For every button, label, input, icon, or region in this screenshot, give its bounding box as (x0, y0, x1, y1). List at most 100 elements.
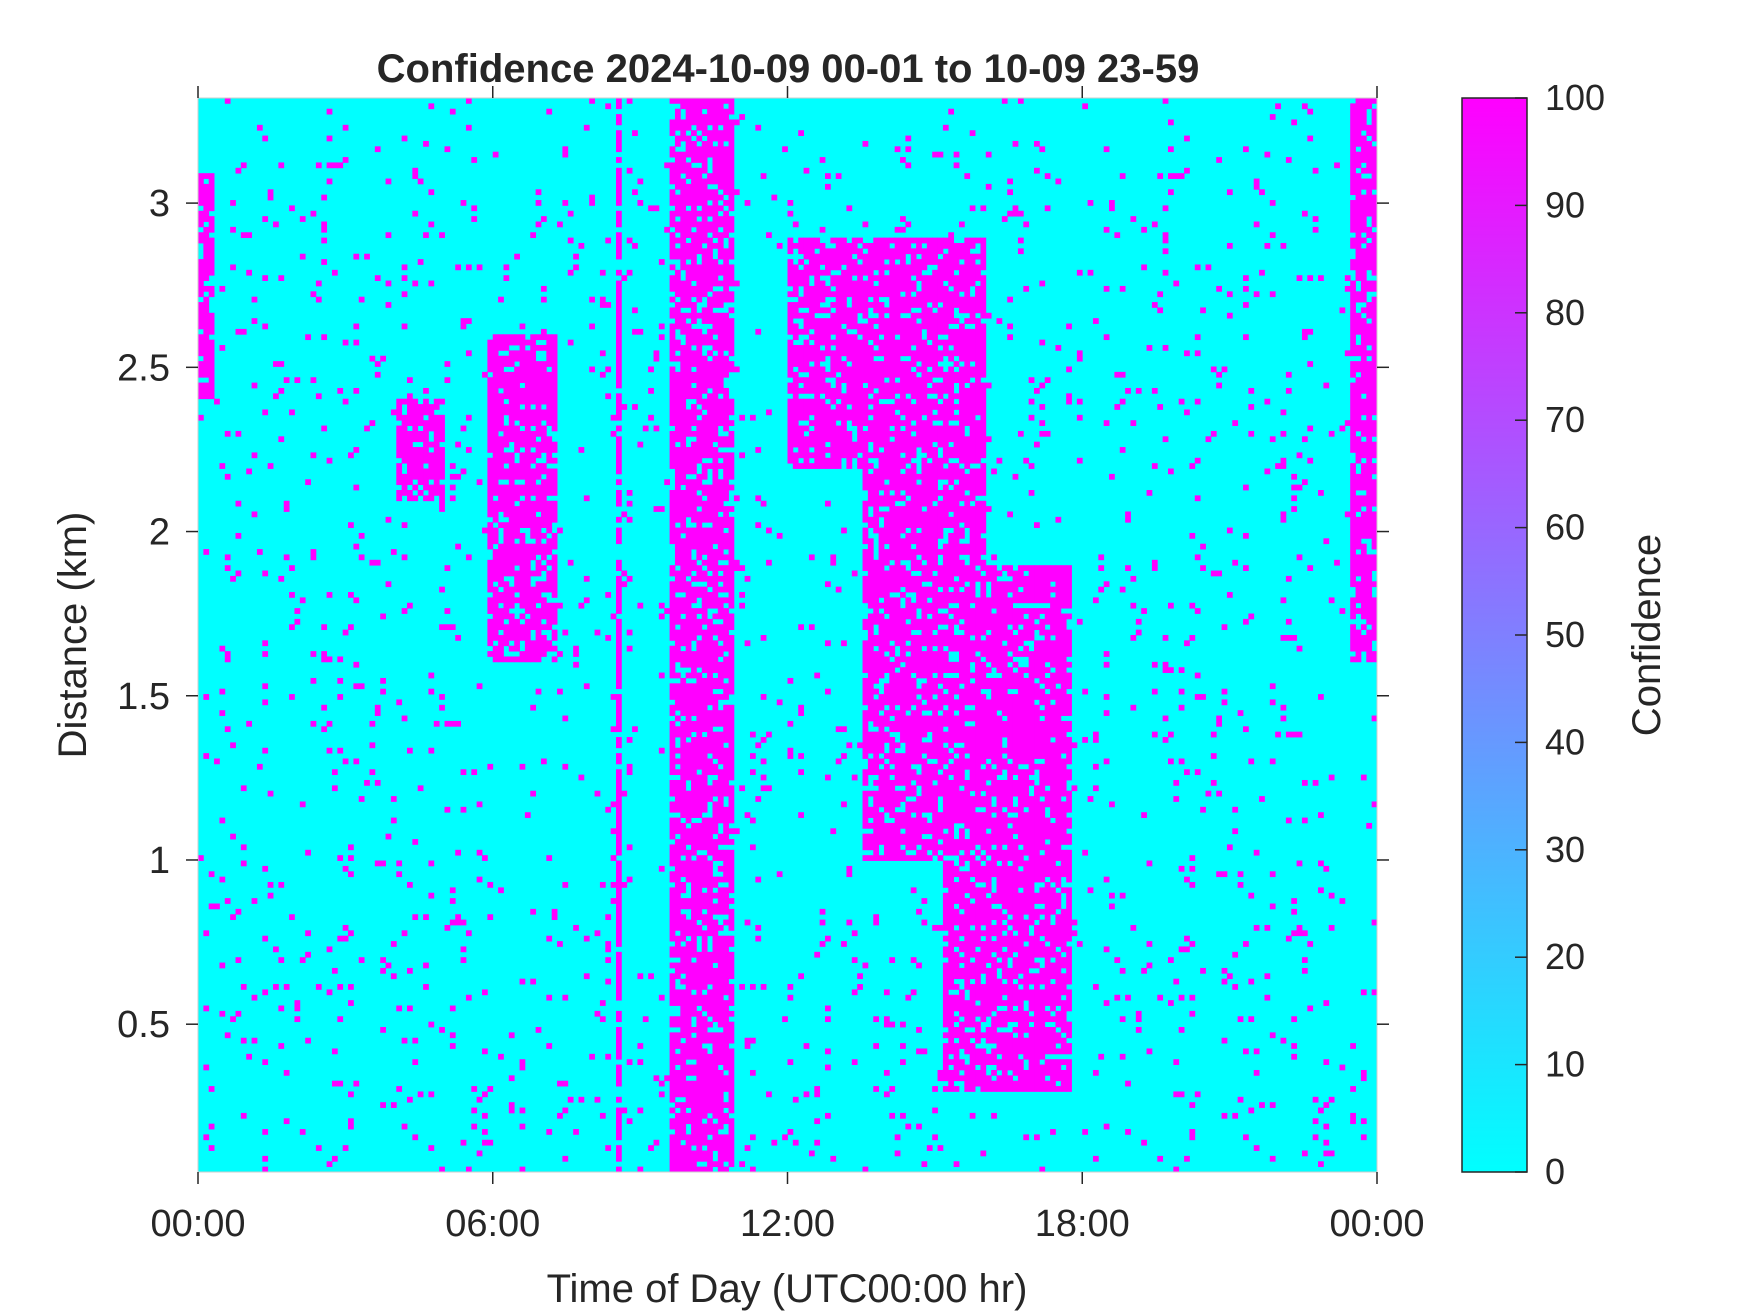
heatmap-cell (1360, 318, 1367, 394)
heatmap-cell (235, 570, 242, 577)
heatmap-cell (557, 527, 563, 534)
heatmap-cell (749, 844, 756, 851)
heatmap-cell (717, 1069, 724, 1130)
heatmap-cell (262, 1059, 269, 1065)
heatmap-cell (862, 677, 869, 706)
heatmap-cell (348, 624, 354, 631)
heatmap-cell (610, 882, 617, 888)
heatmap-cell (283, 377, 290, 384)
heatmap-cell (851, 259, 858, 276)
heatmap-cell (728, 1010, 735, 1017)
heatmap-cell (460, 957, 467, 963)
heatmap-cell (680, 1102, 687, 1141)
heatmap-cell (900, 237, 906, 292)
heatmap-cell (390, 1102, 397, 1108)
heatmap-cell (878, 495, 885, 507)
heatmap-cell (921, 742, 928, 754)
heatmap-cell (825, 1064, 831, 1071)
heatmap-cell (851, 957, 858, 963)
heatmap-cell (1001, 720, 1008, 738)
heatmap-cell (883, 404, 890, 480)
heatmap-cell (551, 908, 558, 921)
x-axis: 00:00 06:00 12:00 18:00 00:00 (150, 86, 1425, 1245)
heatmap-cell (423, 387, 429, 394)
chart-title: Confidence 2024-10-09 00-01 to 10-09 23-… (377, 47, 1200, 91)
heatmap-cell (1001, 849, 1008, 910)
heatmap-cell (728, 506, 735, 512)
heatmap-cell (969, 710, 976, 722)
heatmap-cell (449, 887, 456, 894)
heatmap-cell (1001, 1032, 1008, 1092)
heatmap-cell (669, 683, 676, 700)
heatmap-cell (658, 334, 665, 341)
heatmap-cell (1280, 242, 1287, 249)
heatmap-cell (749, 731, 756, 738)
heatmap-cell (283, 1069, 290, 1076)
heatmap-cell (685, 828, 692, 845)
heatmap-cell (1360, 543, 1367, 620)
heatmap-cell (674, 237, 681, 244)
heatmap-cell (808, 366, 815, 394)
heatmap-cell (916, 559, 922, 571)
heatmap-cell (953, 162, 960, 169)
heatmap-cell (669, 1107, 676, 1114)
heatmap-cell (616, 210, 622, 228)
heatmap-cell (782, 1016, 788, 1023)
heatmap-cell (1023, 457, 1030, 464)
heatmap-cell (1092, 731, 1099, 743)
heatmap-cell (985, 183, 992, 190)
heatmap-cell (808, 554, 815, 561)
heatmap-cell (407, 490, 413, 502)
colorbar-tick-label: 70 (1545, 399, 1585, 440)
heatmap-cell (540, 425, 547, 453)
heatmap-cell (605, 393, 612, 400)
heatmap-cell (798, 312, 804, 319)
heatmap-cell (942, 629, 949, 647)
heatmap-cell (1007, 189, 1013, 196)
heatmap-cell (766, 785, 772, 792)
heatmap-cell (696, 822, 703, 851)
heatmap-cell (230, 226, 236, 233)
heatmap-cell (798, 130, 804, 136)
heatmap-cell (1039, 720, 1046, 759)
heatmap-cell (589, 296, 595, 303)
heatmap-cell (1194, 334, 1201, 341)
heatmap-cell (964, 565, 971, 582)
heatmap-cell (310, 677, 317, 684)
heatmap-cell (1012, 661, 1019, 668)
heatmap-cell (707, 130, 713, 158)
heatmap-cell (958, 592, 965, 620)
heatmap-cell (825, 173, 831, 179)
heatmap-cell (932, 398, 938, 410)
heatmap-cell (1328, 1096, 1335, 1103)
heatmap-cell (825, 774, 831, 781)
heatmap-cell (1087, 796, 1094, 802)
heatmap-cell (1307, 328, 1314, 335)
heatmap-cell (1039, 404, 1046, 410)
heatmap-cell (1307, 941, 1314, 947)
heatmap-cell (942, 892, 949, 931)
heatmap-cell (278, 957, 285, 963)
heatmap-cell (1055, 688, 1062, 861)
heatmap-cell (1044, 377, 1051, 384)
heatmap-cell (1007, 930, 1013, 958)
heatmap-cell (1028, 398, 1035, 405)
heatmap-cell (669, 565, 676, 577)
heatmap-cell (1360, 307, 1367, 314)
heatmap-cell (348, 452, 354, 459)
heatmap-cell (916, 962, 922, 969)
heatmap-cell (991, 817, 997, 845)
heatmap-cell (626, 876, 633, 883)
heatmap-cell (219, 463, 226, 469)
heatmap-cell (444, 806, 451, 813)
heatmap-cell (273, 221, 279, 228)
heatmap-cell (546, 1129, 553, 1135)
heatmap-cell (701, 114, 708, 136)
heatmap-cell (1280, 635, 1287, 641)
heatmap-cell (969, 672, 976, 679)
heatmap-cell (1285, 618, 1292, 625)
heatmap-cell (749, 769, 756, 776)
heatmap-cell (599, 1112, 606, 1119)
heatmap-cell (680, 538, 687, 593)
heatmap-cell (916, 237, 922, 255)
